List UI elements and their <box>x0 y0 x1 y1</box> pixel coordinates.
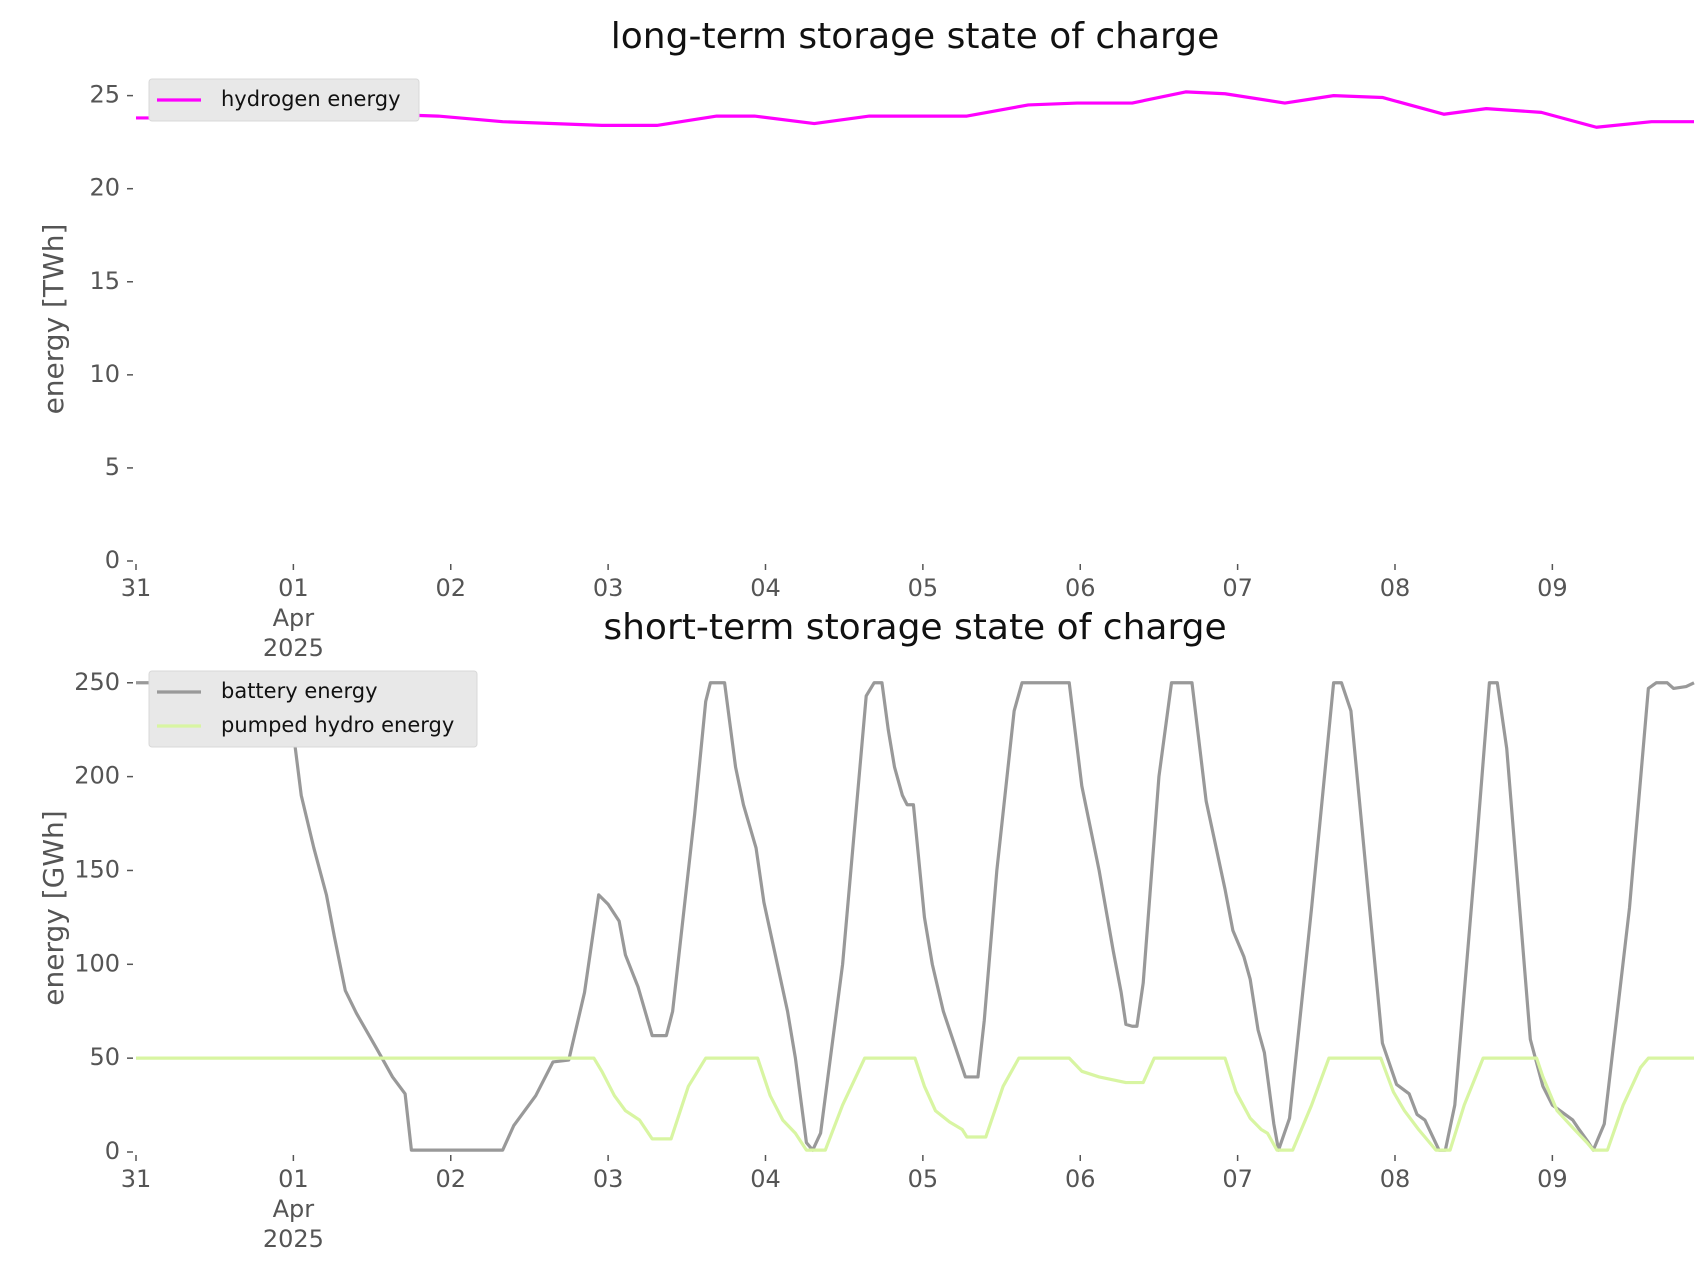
x-tick-label: 07 <box>1222 574 1253 602</box>
y-tick-label: 100 <box>74 949 120 977</box>
x-tick-label: 01 Apr 2025 <box>262 1165 324 1253</box>
x-tick-label: 06 <box>1064 574 1096 602</box>
y-tick-label: 200 <box>74 762 120 790</box>
x-tick-label: 06 <box>1064 1165 1096 1193</box>
y-tick-label: 5 <box>105 453 120 481</box>
chart-title: short-term storage state of charge <box>603 607 1226 648</box>
x-tick-label: 02 <box>435 1165 466 1193</box>
x-tick-label: 02 <box>435 574 466 602</box>
x-tick-label: 31 <box>120 574 152 602</box>
x-tick-label: 03 <box>592 574 624 602</box>
y-tick-label: 25 <box>89 81 120 109</box>
x-tick-label: 05 <box>907 1165 939 1193</box>
x-tick-label: 04 <box>750 1165 781 1193</box>
x-tick-label: 09 <box>1537 574 1568 602</box>
legend-label: battery energy <box>221 679 378 703</box>
x-tick-label: 08 <box>1379 574 1411 602</box>
x-tick-label: 05 <box>907 574 939 602</box>
legend: battery energy pumped hydro energy <box>148 670 478 748</box>
y-tick-label: 250 <box>74 668 120 696</box>
x-tick-label: 09 <box>1537 1165 1568 1193</box>
y-tick-label: 50 <box>89 1043 120 1071</box>
chart-title: long-term storage state of charge <box>611 16 1219 57</box>
x-tick-label: 03 <box>592 1165 624 1193</box>
series-line <box>136 1056 1694 1152</box>
x-tick-label: 01 Apr 2025 <box>262 574 324 662</box>
y-tick-label: 150 <box>74 855 120 883</box>
legend-label: pumped hydro energy <box>221 713 454 737</box>
y-axis-label: energy [GWh] <box>37 810 70 1005</box>
legend-box <box>148 670 478 748</box>
x-tick-label: 08 <box>1379 1165 1411 1193</box>
y-tick-label: 15 <box>89 267 120 295</box>
legend: hydrogen energy <box>148 78 420 122</box>
y-tick-label: 20 <box>89 174 120 202</box>
x-tick-label: 07 <box>1222 1165 1253 1193</box>
y-tick-label: 10 <box>89 360 120 388</box>
x-tick-label: 04 <box>750 574 781 602</box>
legend-label: hydrogen energy <box>221 87 401 111</box>
legend-box <box>148 78 420 122</box>
y-tick-label: 0 <box>105 1137 120 1165</box>
x-tick-label: 31 <box>120 1165 152 1193</box>
y-tick-label: 0 <box>105 546 120 574</box>
series-line <box>136 681 1695 1152</box>
y-axis-label: energy [TWh] <box>37 224 70 415</box>
